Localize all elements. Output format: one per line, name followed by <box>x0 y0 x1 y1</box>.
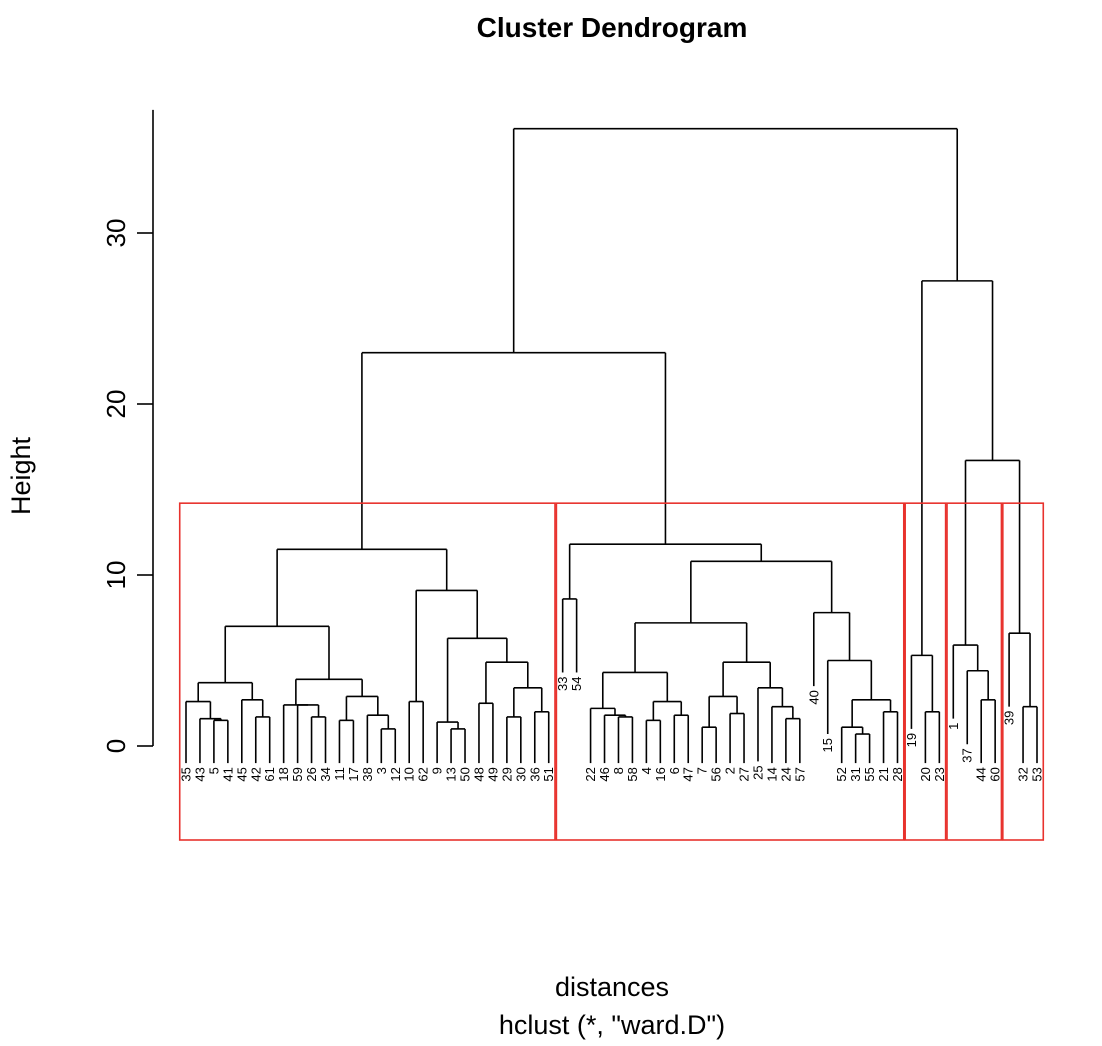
cluster-boxes <box>178 502 1045 841</box>
leaf-label: 48 <box>471 767 486 781</box>
leaf-label: 10 <box>402 767 417 781</box>
leaf-label: 44 <box>974 767 989 781</box>
leaf-label: 50 <box>458 767 473 781</box>
leaf-label: 61 <box>262 767 277 781</box>
leaf-label: 18 <box>276 767 291 781</box>
leaf-label: 36 <box>527 767 542 781</box>
leaf-label: 7 <box>695 767 710 774</box>
leaf-label: 13 <box>444 767 459 781</box>
leaf-label: 1 <box>946 723 961 730</box>
leaf-label: 38 <box>360 767 375 781</box>
y-tick-label: 30 <box>101 219 131 248</box>
leaf-label: 27 <box>737 767 752 781</box>
leaf-label: 46 <box>597 767 612 781</box>
leaf-label: 47 <box>681 767 696 781</box>
leaf-label: 11 <box>332 767 347 781</box>
leaf-label: 32 <box>1016 767 1031 781</box>
leaf-label: 24 <box>778 767 793 781</box>
leaf-label: 35 <box>179 767 194 781</box>
leaf-label: 42 <box>248 767 263 781</box>
x-axis-title: distances <box>555 972 669 1002</box>
leaf-label: 31 <box>848 767 863 781</box>
leaf-label: 43 <box>192 767 207 781</box>
leaf-label: 2 <box>723 767 738 774</box>
leaf-label: 4 <box>639 767 654 774</box>
chart-title: Cluster Dendrogram <box>477 12 748 43</box>
cluster-box <box>904 502 947 841</box>
y-tick-label: 0 <box>101 739 131 753</box>
leaf-label: 40 <box>806 690 821 704</box>
leaf-label: 28 <box>890 767 905 781</box>
leaf-label: 6 <box>667 767 682 774</box>
dendrogram-branches <box>185 127 1038 764</box>
cluster-box <box>1002 502 1045 841</box>
leaf-label: 55 <box>862 767 877 781</box>
leaf-label: 15 <box>820 738 835 752</box>
leaf-label: 62 <box>416 767 431 781</box>
leaf-label: 14 <box>764 767 779 781</box>
leaf-labels: 3543541454261185926341117383121062913504… <box>179 676 1045 781</box>
leaf-label: 56 <box>709 767 724 781</box>
leaf-label: 23 <box>932 767 947 781</box>
x-axis-subtitle: hclust (*, "ward.D") <box>499 1010 725 1040</box>
leaf-label: 19 <box>904 733 919 747</box>
leaf-label: 29 <box>499 767 514 781</box>
leaf-label: 3 <box>374 767 389 774</box>
leaf-label: 52 <box>834 767 849 781</box>
leaf-label: 34 <box>318 767 333 781</box>
cluster-box <box>178 502 556 841</box>
leaf-label: 21 <box>876 767 891 781</box>
leaf-label: 60 <box>988 767 1003 781</box>
leaf-label: 17 <box>346 767 361 781</box>
leaf-label: 53 <box>1030 767 1045 781</box>
leaf-label: 57 <box>792 767 807 781</box>
leaf-label: 58 <box>625 767 640 781</box>
leaf-label: 22 <box>583 767 598 781</box>
leaf-label: 5 <box>206 767 221 774</box>
y-tick-label: 10 <box>101 561 131 590</box>
leaf-label: 51 <box>541 767 556 781</box>
leaf-label: 8 <box>611 767 626 774</box>
leaf-label: 39 <box>1002 711 1017 725</box>
y-axis: 0 10 20 30 <box>101 109 154 753</box>
leaf-label: 25 <box>750 765 765 779</box>
leaf-label: 20 <box>918 767 933 781</box>
leaf-label: 49 <box>485 767 500 781</box>
leaf-label: 59 <box>290 767 305 781</box>
y-axis-title: Height <box>6 436 36 515</box>
leaf-label: 30 <box>513 767 528 781</box>
leaf-label: 26 <box>304 767 319 781</box>
leaf-label: 41 <box>220 767 235 781</box>
y-tick-label: 20 <box>101 390 131 419</box>
cluster-box <box>946 502 1003 841</box>
leaf-label: 45 <box>234 767 249 781</box>
cluster-box <box>555 502 905 841</box>
leaf-label: 54 <box>569 676 584 690</box>
leaf-label: 33 <box>555 676 570 690</box>
leaf-label: 37 <box>960 748 975 762</box>
leaf-label: 16 <box>653 767 668 781</box>
leaf-label: 12 <box>388 767 403 781</box>
leaf-label: 9 <box>430 767 445 774</box>
